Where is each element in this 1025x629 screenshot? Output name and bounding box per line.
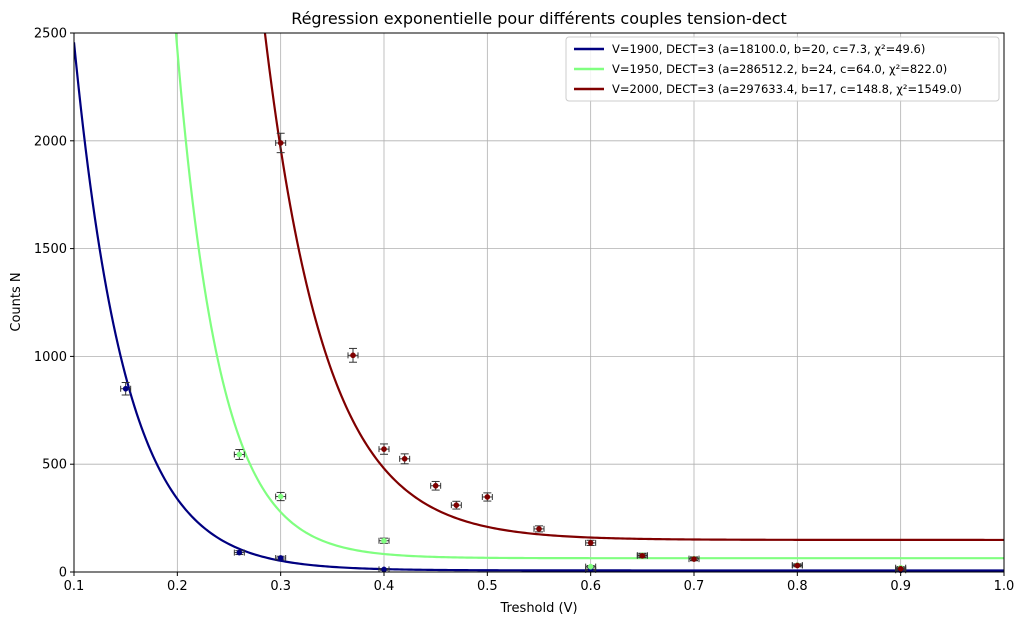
data-point-series-2 bbox=[350, 352, 356, 359]
axis-ticks: 0.1 0.2 0.3 0.4 0.5 0.6 0.7 0.8 0.9 1.0 0 500 1000 15… bbox=[34, 27, 1014, 595]
data-point-series-2 bbox=[484, 494, 491, 500]
data-points bbox=[120, 132, 907, 574]
y-tick-label: 1500 bbox=[34, 242, 67, 257]
data-point-series-2 bbox=[587, 540, 594, 546]
x-tick-label: 0.1 bbox=[64, 579, 85, 594]
fit-curve-series-0 bbox=[74, 42, 1004, 572]
data-point-series-0 bbox=[236, 549, 243, 556]
x-tick-label: 0.7 bbox=[684, 579, 705, 594]
data-point-series-0 bbox=[381, 566, 387, 573]
fit-curve-series-2 bbox=[263, 33, 1004, 542]
legend-box bbox=[565, 36, 1000, 102]
data-point-series-2 bbox=[536, 526, 542, 532]
fit-curve-series-1 bbox=[174, 33, 1004, 560]
data-point-series-1 bbox=[381, 537, 387, 544]
data-point-series-2 bbox=[794, 562, 801, 569]
x-tick-label: 0.5 bbox=[477, 579, 498, 594]
x-tick-label: 0.3 bbox=[270, 579, 291, 594]
y-axis-title: Counts N bbox=[9, 272, 24, 331]
data-point-series-2 bbox=[639, 552, 646, 559]
x-tick-label: 0.8 bbox=[787, 579, 808, 594]
legend-label-v1900: V=1900, DECT=3 (a=18100.0, b=20, c=7.3, … bbox=[612, 42, 925, 56]
legend: V=1900, DECT=3 (a=18100.0, b=20, c=7.3, … bbox=[565, 36, 1000, 102]
x-tick-label: 0.6 bbox=[580, 579, 601, 594]
data-point-series-0 bbox=[122, 385, 129, 392]
data-point-series-2 bbox=[897, 565, 904, 572]
y-tick-label: 2000 bbox=[34, 134, 67, 149]
y-tick-label: 0 bbox=[59, 566, 67, 581]
data-point-series-2 bbox=[453, 502, 460, 509]
x-tick-label: 0.4 bbox=[374, 579, 395, 594]
legend-label-v1950: V=1950, DECT=3 (a=286512.2, b=24, c=64.0… bbox=[612, 62, 947, 76]
y-tick-label: 2500 bbox=[34, 27, 67, 42]
fit-curves bbox=[74, 33, 1004, 572]
y-tick-label: 1000 bbox=[34, 350, 67, 365]
data-point-series-0 bbox=[277, 555, 284, 561]
data-point-series-2 bbox=[381, 446, 387, 452]
data-point-series-1 bbox=[277, 493, 284, 500]
x-tick-label: 1.0 bbox=[994, 579, 1015, 594]
chart-title: Régression exponentielle pour différents… bbox=[291, 9, 787, 28]
data-point-series-2 bbox=[401, 455, 408, 462]
data-point-series-1 bbox=[236, 451, 243, 458]
x-tick-label: 0.2 bbox=[167, 579, 188, 594]
data-point-series-2 bbox=[277, 140, 284, 146]
data-point-series-2 bbox=[691, 556, 697, 562]
x-axis-title: Treshold (V) bbox=[499, 601, 577, 616]
data-point-series-2 bbox=[432, 482, 439, 489]
x-tick-label: 0.9 bbox=[890, 579, 911, 594]
data-point-series-1 bbox=[587, 563, 594, 570]
y-tick-label: 500 bbox=[42, 458, 67, 473]
grid-lines bbox=[73, 32, 1005, 573]
legend-label-v2000: V=2000, DECT=3 (a=297633.4, b=17, c=148.… bbox=[612, 82, 962, 96]
plot-frame bbox=[73, 32, 1005, 573]
